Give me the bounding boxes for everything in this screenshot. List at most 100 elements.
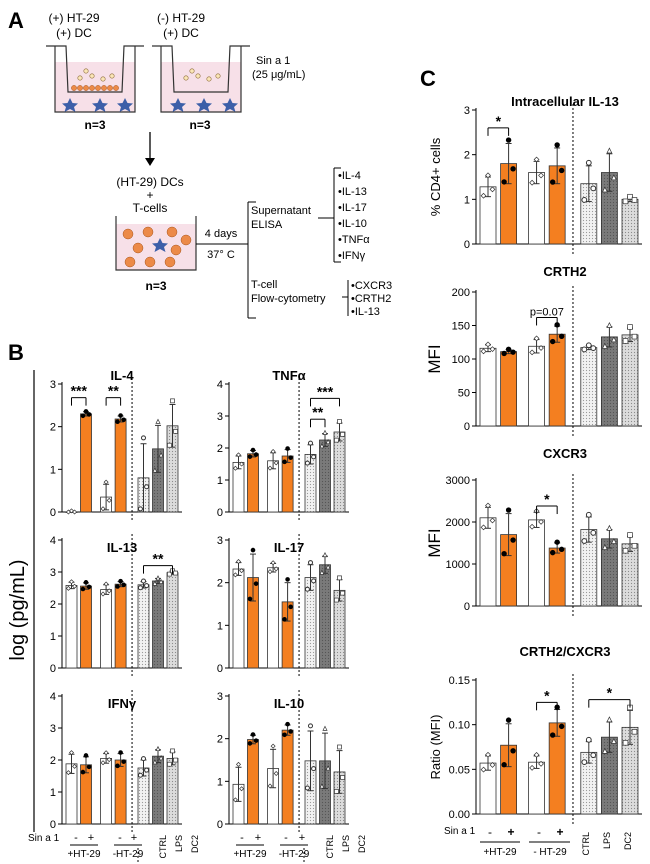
data-point: [273, 460, 279, 466]
y-tick-label: 1000: [446, 559, 470, 571]
data-point: [627, 532, 633, 538]
data-point: [308, 560, 313, 566]
data-point: [152, 467, 158, 473]
bar: [80, 413, 92, 513]
data-point: [144, 767, 150, 773]
chart-2: IL-13 0 1 2 3 4 **: [50, 534, 182, 676]
data-point: [83, 580, 89, 585]
data-point: [304, 586, 310, 592]
data-point: [83, 409, 89, 414]
data-point: [239, 786, 245, 792]
coculture-line-3: T-cells: [133, 201, 168, 215]
bar: [232, 568, 245, 669]
data-point: [581, 197, 588, 203]
data-point: [158, 755, 164, 761]
data-point: [480, 348, 487, 355]
data-point: [505, 137, 512, 143]
data-point: [510, 748, 516, 754]
chart-9: CRTH2/CXCR3 0.00 0.05 0.10 0.15 Ratio (MFI) * *: [428, 644, 642, 824]
bar: [548, 333, 566, 427]
data-point: [65, 770, 71, 776]
data-point: [80, 769, 86, 775]
data-point: [100, 506, 106, 512]
n-right: n=3: [189, 118, 210, 132]
data-point: [480, 524, 487, 531]
data-point: [236, 452, 241, 458]
y-tick-label: 0: [50, 507, 56, 519]
group-label-minus-ht29: - HT-29: [533, 847, 567, 858]
data-point: [103, 581, 109, 587]
star-icon: [152, 238, 168, 252]
data-point: [325, 438, 331, 445]
data-point: [549, 338, 556, 345]
chart-8: CXCR3 0 1000 2000 3000 MFI *: [425, 446, 642, 616]
data-point: [529, 523, 535, 530]
data-point: [141, 435, 146, 441]
y-tick-label: 0: [217, 663, 223, 675]
data-point: [86, 764, 92, 770]
bar: [548, 547, 566, 607]
data-point: [65, 585, 71, 591]
chart-title: CRTH2/CXCR3: [519, 644, 610, 659]
transwell-1: [46, 45, 144, 113]
data-point: [480, 766, 487, 773]
significance-label: ***: [71, 383, 88, 399]
well2-label-1: (-) HT-29: [157, 11, 205, 25]
data-point: [115, 584, 120, 589]
cytokine-item: •IL-13: [338, 186, 367, 198]
panel-a-letter: A: [8, 8, 24, 33]
minus-label: -: [74, 832, 78, 844]
data-point: [83, 753, 89, 758]
data-point: [273, 771, 279, 777]
data-point: [273, 566, 279, 572]
y-tick-label: 0: [50, 663, 56, 675]
data-point: [505, 717, 512, 723]
temp-label: 37° C: [207, 249, 235, 261]
data-point: [103, 750, 109, 756]
data-point: [232, 572, 238, 578]
data-point: [489, 346, 496, 353]
data-point: [270, 560, 276, 566]
data-point: [337, 744, 342, 750]
coculture-line-2: +: [146, 188, 153, 202]
y-tick-label: 1: [50, 631, 56, 643]
y-tick-label: 3: [50, 379, 56, 391]
data-point: [581, 346, 588, 353]
chart-6: Intracellular IL-13 0 1 2 3 % CD4+ cells *: [428, 94, 642, 254]
data-point: [253, 581, 259, 586]
data-point: [510, 166, 516, 172]
data-point: [631, 333, 638, 340]
bar: [247, 453, 259, 513]
star-icon: [62, 98, 133, 112]
data-point: [529, 764, 535, 771]
chart-title: CXCR3: [543, 446, 587, 461]
data-point: [282, 617, 287, 622]
control-label-lps: LPS: [602, 832, 612, 849]
chart-title: IL-17: [274, 540, 304, 555]
data-point: [100, 591, 106, 597]
sin-conc: (25 μg/mL): [252, 69, 305, 81]
significance-label: p=0.07: [530, 306, 564, 318]
data-point: [627, 193, 633, 200]
data-point: [69, 579, 74, 585]
data-point: [267, 465, 273, 471]
data-point: [250, 447, 256, 453]
bar: [267, 567, 280, 669]
data-point: [501, 350, 507, 357]
data-point: [622, 198, 629, 205]
bar: [621, 198, 639, 245]
data-point: [622, 338, 629, 344]
y-tick-label: 3: [50, 723, 56, 735]
significance-label: ***: [317, 383, 334, 399]
cytokine-item: •IL-10: [338, 218, 367, 230]
control-label-lps: LPS: [341, 835, 351, 852]
panel-b-letter: B: [8, 340, 24, 365]
data-point: [510, 537, 516, 543]
data-point: [529, 179, 535, 186]
data-point: [554, 142, 560, 148]
y-tick-label: 0.15: [449, 675, 470, 687]
sin-a1-label: Sin a 1: [28, 833, 60, 844]
data-point: [606, 524, 613, 531]
data-point: [501, 551, 507, 557]
